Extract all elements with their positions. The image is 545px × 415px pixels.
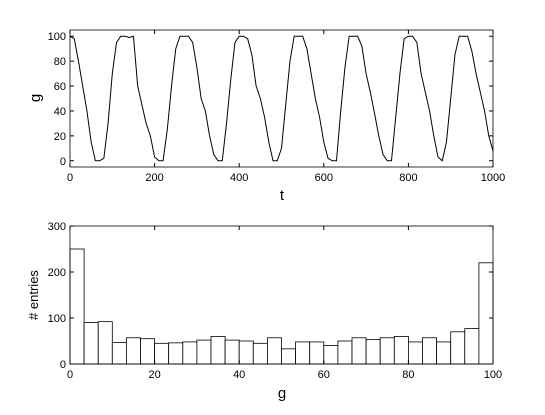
bar — [111, 341, 127, 365]
bar — [252, 342, 268, 365]
bar — [295, 341, 311, 365]
bar — [379, 337, 395, 365]
y-tick-label: 40 — [54, 106, 66, 118]
x-tick-label: 80 — [402, 369, 414, 381]
x-tick-label: 100 — [484, 369, 502, 381]
x-tick-label: 600 — [315, 172, 333, 184]
bar — [168, 342, 184, 365]
plot-frame — [69, 225, 494, 365]
bar — [196, 339, 212, 365]
bar — [309, 341, 325, 365]
x-tick-label: 0 — [67, 172, 73, 184]
bar — [436, 341, 452, 365]
x-tick-label: 20 — [148, 369, 160, 381]
y-tick-label: 60 — [54, 81, 66, 93]
y-tick-label: 100 — [48, 313, 66, 325]
x-axis-label: g — [278, 385, 286, 402]
bar — [267, 337, 282, 365]
x-axis-label: t — [280, 187, 285, 204]
bar — [365, 339, 381, 365]
y-tick-label: 300 — [48, 221, 66, 233]
x-tick-label: 60 — [318, 369, 330, 381]
bar — [464, 328, 480, 365]
plot-frame — [69, 29, 494, 168]
bar — [83, 322, 99, 365]
bar — [210, 335, 226, 365]
bar — [281, 348, 296, 365]
x-tick-label: 400 — [230, 172, 248, 184]
bar — [407, 341, 423, 365]
y-tick-label: 0 — [60, 156, 66, 168]
y-tick-label: 80 — [54, 56, 66, 68]
x-tick-label: 0 — [67, 369, 73, 381]
y-tick-label: 0 — [60, 359, 66, 371]
bar — [238, 340, 254, 365]
bar — [337, 340, 353, 365]
bar — [422, 337, 438, 365]
y-axis-label: # entries — [26, 270, 41, 320]
bar — [478, 262, 494, 365]
line-series — [69, 35, 494, 162]
bar — [393, 335, 409, 365]
x-tick-label: 200 — [145, 172, 163, 184]
x-tick-label: 40 — [233, 369, 245, 381]
x-tick-label: 800 — [399, 172, 417, 184]
y-tick-label: 200 — [48, 267, 66, 279]
bar — [154, 342, 170, 365]
bar — [69, 248, 85, 365]
bar — [323, 345, 339, 365]
bar — [224, 339, 240, 365]
y-tick-label: 100 — [48, 31, 66, 43]
y-tick-label: 20 — [54, 131, 66, 143]
y-axis-label: g — [27, 94, 44, 102]
bar — [450, 331, 466, 365]
x-tick-label: 1000 — [481, 172, 505, 184]
bar — [182, 341, 198, 365]
bar — [351, 337, 367, 365]
bar — [97, 321, 113, 365]
bar — [125, 337, 141, 365]
bar — [140, 338, 155, 365]
